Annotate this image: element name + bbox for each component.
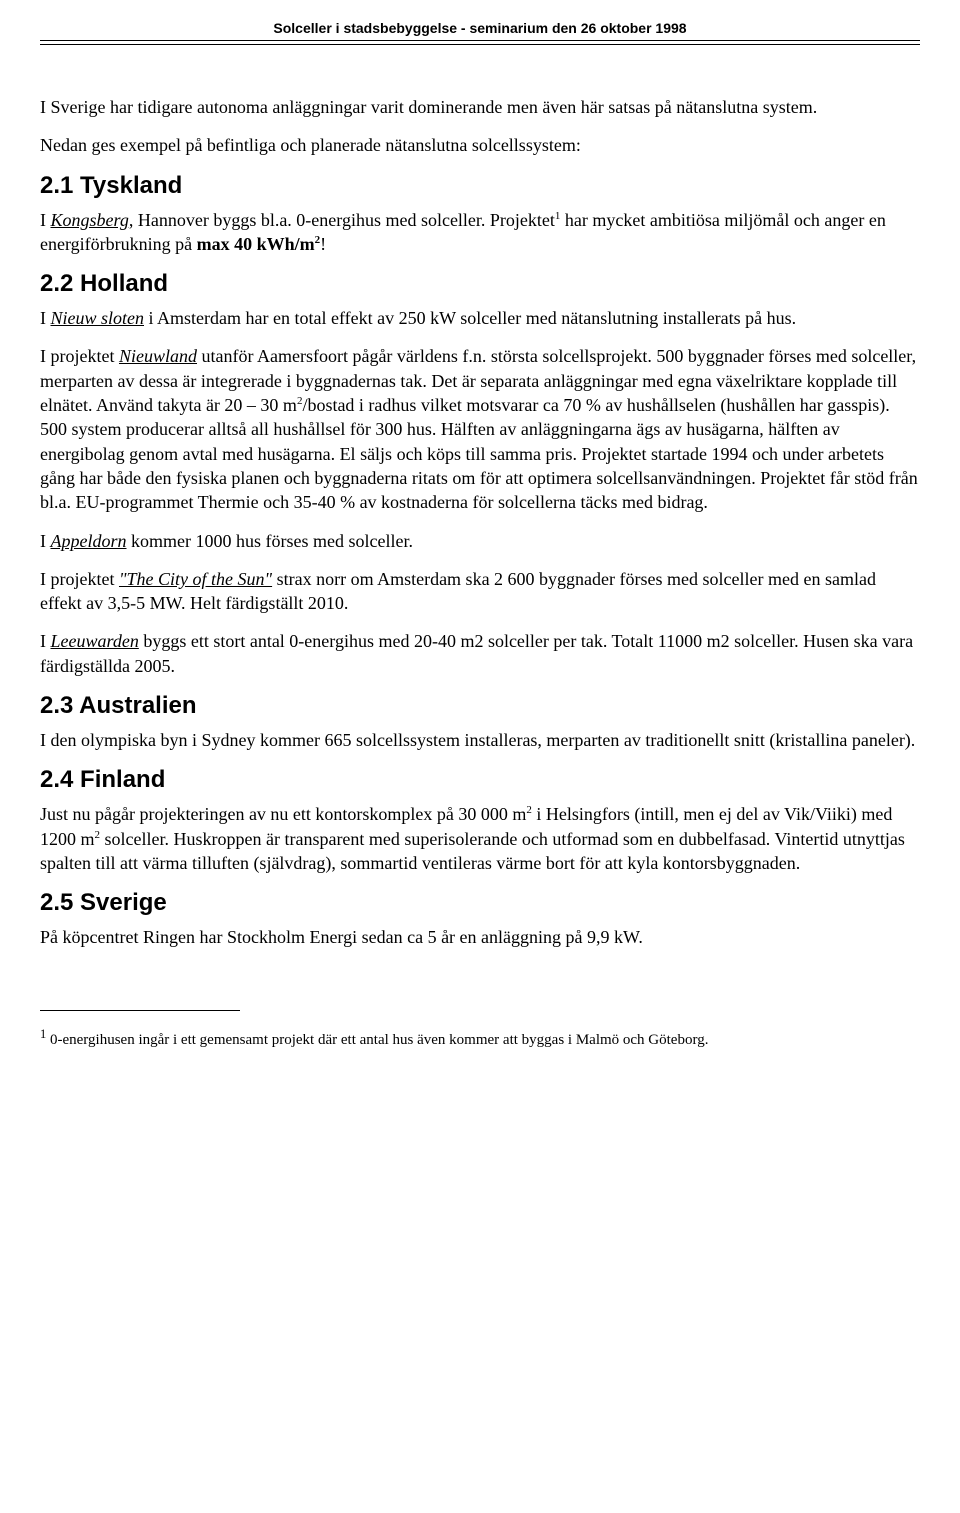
document-page: Solceller i stadsbebyggelse - seminarium… <box>0 0 960 1105</box>
text: i Amsterdam har en total effekt av 250 k… <box>144 308 796 328</box>
footnote-text: 0-energihusen ingår i ett gemensamt proj… <box>46 1032 708 1048</box>
place-nieuwsloten: Nieuw sloten <box>51 308 145 328</box>
intro-paragraph-2: Nedan ges exempel på befintliga och plan… <box>40 133 920 157</box>
section-2-2-paragraph-5: I Leeuwarden byggs ett stort antal 0-ene… <box>40 629 920 678</box>
text: Just nu pågår projekteringen av nu ett k… <box>40 804 526 824</box>
section-2-2-paragraph-2: I projektet Nieuwland utanför Aamersfoor… <box>40 344 920 514</box>
intro-paragraph-1: I Sverige har tidigare autonoma anläggni… <box>40 95 920 119</box>
footnote-1: 1 0-energihusen ingår i ett gemensamt pr… <box>40 1026 920 1051</box>
place-nieuwland: Nieuwland <box>119 346 197 366</box>
section-2-2-paragraph-1: I Nieuw sloten i Amsterdam har en total … <box>40 306 920 330</box>
text: max 40 kWh/m <box>197 234 315 254</box>
text: , Hannover byggs bl.a. 0-energihus med s… <box>129 210 555 230</box>
section-2-4-heading: 2.4 Finland <box>40 766 920 794</box>
text: I <box>40 531 51 551</box>
section-2-3-heading: 2.3 Australien <box>40 692 920 720</box>
footnote-separator <box>40 1010 240 1011</box>
text: solceller. Huskroppen är transparent med… <box>40 829 905 873</box>
text: byggs ett stort antal 0-energihus med 20… <box>40 631 913 675</box>
section-2-3-paragraph: I den olympiska byn i Sydney kommer 665 … <box>40 728 920 752</box>
header-rule <box>40 40 920 45</box>
section-2-5-heading: 2.5 Sverige <box>40 889 920 917</box>
text: kommer 1000 hus förses med solceller. <box>127 531 413 551</box>
bold-text: max 40 kWh/m2 <box>197 234 321 254</box>
text: I <box>40 631 51 651</box>
text: I <box>40 308 51 328</box>
section-2-2-paragraph-4: I projektet "The City of the Sun" strax … <box>40 567 920 616</box>
text: ! <box>320 234 326 254</box>
section-2-4-paragraph: Just nu pågår projekteringen av nu ett k… <box>40 802 920 875</box>
project-city-of-the-sun: "The City of the Sun" <box>119 569 272 589</box>
place-kongsberg: Kongsberg <box>51 210 129 230</box>
section-2-2-heading: 2.2 Holland <box>40 270 920 298</box>
text: I projektet <box>40 346 119 366</box>
section-2-1-paragraph: I Kongsberg, Hannover byggs bl.a. 0-ener… <box>40 208 920 257</box>
section-2-5-paragraph: På köpcentret Ringen har Stockholm Energ… <box>40 925 920 949</box>
section-2-2-paragraph-3: I Appeldorn kommer 1000 hus förses med s… <box>40 529 920 553</box>
place-appeldorn: Appeldorn <box>51 531 127 551</box>
text: I <box>40 210 51 230</box>
text: I projektet <box>40 569 119 589</box>
section-2-1-heading: 2.1 Tyskland <box>40 172 920 200</box>
place-leeuwarden: Leeuwarden <box>51 631 139 651</box>
page-header: Solceller i stadsbebyggelse - seminarium… <box>40 20 920 40</box>
